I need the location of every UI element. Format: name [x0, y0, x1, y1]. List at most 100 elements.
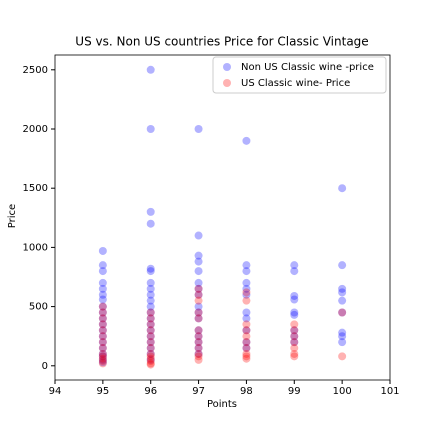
point	[146, 296, 155, 305]
point	[242, 354, 251, 363]
y-tick-label: 500	[29, 302, 48, 313]
point	[146, 332, 155, 341]
point	[146, 332, 155, 341]
point	[194, 352, 203, 361]
point	[194, 349, 203, 358]
point	[194, 302, 203, 311]
point	[290, 308, 299, 317]
point	[242, 290, 251, 299]
x-tick-label: 97	[192, 386, 205, 397]
point	[146, 354, 155, 363]
point	[242, 344, 251, 353]
point	[242, 308, 251, 317]
point	[338, 308, 347, 317]
point	[194, 332, 203, 341]
point	[98, 359, 107, 368]
point	[194, 308, 203, 317]
point	[146, 326, 155, 335]
point	[194, 308, 203, 317]
point	[98, 302, 107, 311]
point	[98, 320, 107, 329]
point	[338, 296, 347, 305]
point	[98, 290, 107, 299]
point	[98, 338, 107, 347]
point	[146, 124, 155, 133]
x-tick-label: 100	[333, 386, 352, 397]
point	[98, 326, 107, 335]
point	[98, 295, 107, 304]
point	[242, 267, 251, 276]
point	[242, 296, 251, 305]
point	[194, 344, 203, 353]
point	[146, 355, 155, 364]
point	[242, 314, 251, 323]
point	[290, 326, 299, 335]
point	[146, 344, 155, 353]
x-tick-label: 96	[144, 386, 157, 397]
point	[242, 288, 251, 297]
point	[290, 338, 299, 347]
point	[98, 352, 107, 361]
point	[194, 344, 203, 353]
chart-title: US vs. Non US countries Price for Classi…	[75, 35, 368, 49]
point	[146, 290, 155, 299]
point	[194, 231, 203, 240]
legend-box	[212, 56, 387, 94]
legend-marker	[223, 63, 231, 71]
point	[146, 360, 155, 369]
point	[338, 261, 347, 270]
point	[338, 308, 347, 317]
point	[194, 257, 203, 266]
point	[242, 136, 251, 145]
point	[146, 278, 155, 287]
point	[290, 352, 299, 361]
point	[98, 308, 107, 317]
point	[338, 338, 347, 347]
x-tick-label: 94	[49, 386, 62, 397]
point	[98, 352, 107, 361]
point	[194, 284, 203, 293]
point	[338, 332, 347, 341]
x-tick-label: 99	[288, 386, 301, 397]
point	[194, 267, 203, 276]
point	[98, 284, 107, 293]
x-axis-label: Points	[207, 399, 237, 410]
point	[290, 332, 299, 341]
point	[146, 267, 155, 276]
point	[98, 344, 107, 353]
y-tick-label: 2000	[23, 124, 48, 135]
point	[98, 314, 107, 323]
point	[194, 355, 203, 364]
point	[146, 359, 155, 368]
point	[338, 288, 347, 297]
point	[290, 295, 299, 304]
x-tick-label: 95	[96, 386, 109, 397]
point	[98, 314, 107, 323]
y-tick-label: 1500	[23, 183, 48, 194]
point	[242, 326, 251, 335]
point	[194, 338, 203, 347]
point	[290, 310, 299, 319]
point	[146, 320, 155, 329]
point	[146, 65, 155, 74]
point	[98, 332, 107, 341]
point	[242, 320, 251, 329]
point	[194, 284, 203, 293]
point	[98, 355, 107, 364]
point	[290, 267, 299, 276]
point	[146, 302, 155, 311]
point	[146, 308, 155, 317]
point	[290, 291, 299, 300]
point	[290, 344, 299, 353]
point	[98, 261, 107, 270]
point	[98, 267, 107, 276]
point	[338, 328, 347, 337]
point	[338, 184, 347, 193]
point	[146, 308, 155, 317]
point	[290, 349, 299, 358]
point	[194, 278, 203, 287]
point	[98, 349, 107, 358]
point	[98, 278, 107, 287]
y-tick-label: 1000	[23, 242, 48, 253]
